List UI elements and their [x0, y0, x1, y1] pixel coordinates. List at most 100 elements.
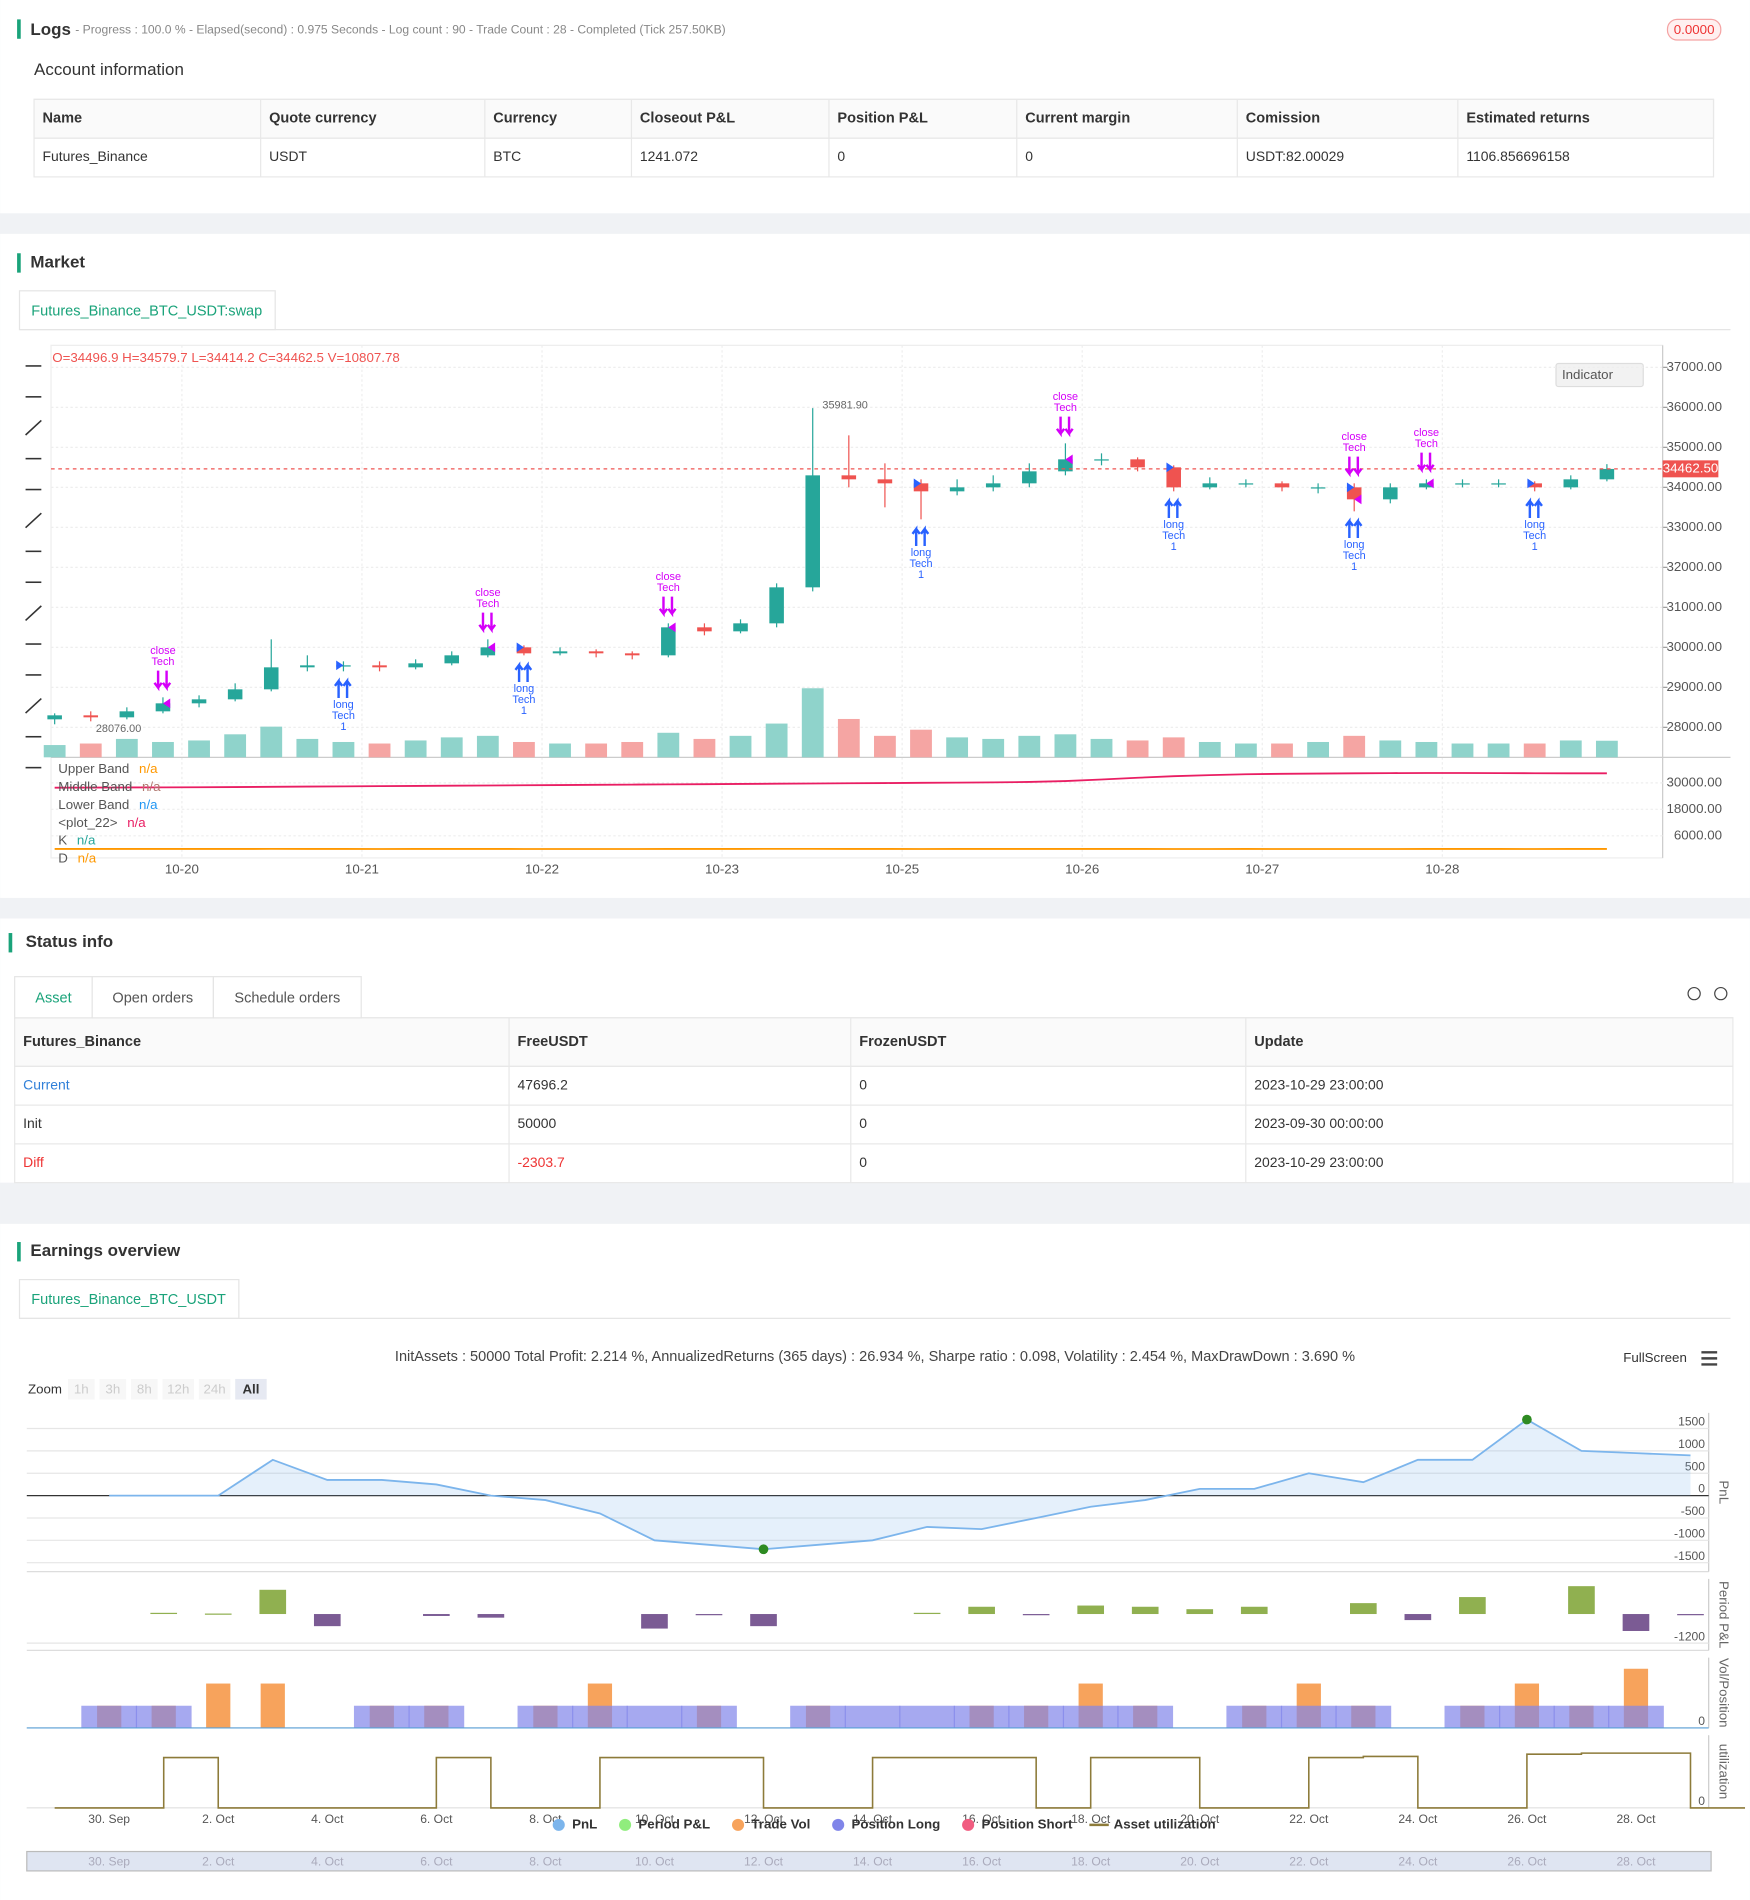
y-tick-label: -1000	[1674, 1526, 1705, 1540]
volume-bar	[79, 743, 102, 758]
fullscreen-button[interactable]: FullScreen	[1623, 1350, 1687, 1365]
vol-bar	[790, 1705, 846, 1728]
legend-name: D	[58, 851, 68, 866]
legend-item[interactable]: Position Short	[981, 1816, 1073, 1831]
table-cell: 2023-10-29 23:00:00	[1254, 1154, 1384, 1170]
tab[interactable]	[91, 976, 214, 1019]
extreme-marker	[1522, 1414, 1532, 1425]
zoom-button-label[interactable]: 3h	[105, 1381, 120, 1396]
candle-body	[191, 699, 207, 704]
volume-bar	[1523, 743, 1546, 758]
legend-symbol[interactable]	[731, 1818, 745, 1831]
period-bar	[968, 1606, 995, 1615]
legend-symbol[interactable]	[619, 1818, 632, 1831]
zoom-button[interactable]	[198, 1378, 231, 1400]
volume-bar	[729, 735, 752, 758]
legend-symbol[interactable]	[832, 1818, 845, 1831]
tab[interactable]	[212, 976, 362, 1019]
tab[interactable]	[14, 976, 93, 1019]
signal-label: 1	[340, 721, 346, 733]
column-header: Currency	[493, 111, 557, 127]
tab-label[interactable]: Futures_Binance_BTC_USDT	[31, 1292, 226, 1308]
period-bar	[913, 1612, 941, 1615]
zoom-button[interactable]	[235, 1378, 267, 1400]
zoom-button[interactable]	[99, 1378, 127, 1400]
candle-body	[227, 689, 243, 700]
signal-label: Tech	[1343, 442, 1366, 454]
zoom-button-label[interactable]: 8h	[137, 1381, 152, 1396]
volume-bar	[1307, 741, 1330, 758]
candle-body	[83, 715, 99, 718]
column-header: Closeout P&L	[640, 111, 735, 127]
menu-icon[interactable]	[1701, 1351, 1718, 1366]
tool-icon[interactable]	[25, 512, 42, 529]
candle-body	[300, 665, 315, 668]
tab[interactable]	[18, 290, 276, 331]
legend-symbol[interactable]	[552, 1818, 565, 1831]
candle-body	[119, 711, 135, 718]
extreme-marker	[758, 1544, 769, 1555]
candle-body	[661, 627, 676, 656]
tab-label[interactable]: Asset	[35, 990, 71, 1006]
y-tick-label: 29000.00	[1666, 679, 1722, 694]
indicator-button-label[interactable]: Indicator	[1562, 367, 1614, 382]
zoom-button[interactable]	[67, 1378, 95, 1400]
table-cell: 0	[859, 1115, 867, 1131]
legend-symbol[interactable]	[962, 1818, 975, 1831]
legend-item[interactable]: Period P&L	[638, 1816, 710, 1831]
tool-icon[interactable]	[25, 419, 42, 436]
column-header: Update	[1254, 1034, 1303, 1050]
indicator-button[interactable]	[1555, 362, 1644, 388]
tab-label[interactable]: Schedule orders	[234, 990, 340, 1006]
candle-body	[1491, 483, 1506, 485]
tool-icon[interactable]	[25, 697, 42, 714]
legend-item[interactable]: Position Long	[852, 1816, 941, 1831]
tab-label[interactable]: Open orders	[112, 990, 193, 1006]
signal-label: close	[1414, 427, 1439, 439]
candle-body	[1274, 483, 1290, 488]
signal-label: close	[475, 587, 500, 599]
volume-bar	[657, 732, 680, 758]
close-arrow	[658, 596, 677, 618]
exit-marker	[1065, 454, 1073, 465]
table-cell: Current	[23, 1076, 70, 1092]
zoom-button[interactable]	[130, 1378, 158, 1400]
navigator[interactable]	[26, 1850, 1712, 1872]
legend-item[interactable]: PnL	[572, 1816, 597, 1831]
legend-item[interactable]: Asset utilization	[1114, 1816, 1216, 1831]
volume-bar	[1559, 740, 1582, 758]
zoom-button-label[interactable]: 12h	[167, 1381, 189, 1396]
column-header: Quote currency	[269, 111, 376, 127]
candle-body	[1563, 479, 1579, 488]
zoom-button-label[interactable]: 1h	[74, 1381, 89, 1396]
tool-icon[interactable]	[25, 605, 42, 621]
legend-item[interactable]: Trade Vol	[751, 1816, 810, 1831]
legend-value: n/a	[77, 833, 96, 848]
long-arrow	[514, 661, 533, 682]
signal-label: Tech	[1523, 530, 1546, 542]
signal-label: Tech	[476, 598, 499, 610]
axis-title: utilization	[1717, 1744, 1732, 1799]
tab[interactable]	[18, 1278, 240, 1319]
x-tick-label: 10-22	[525, 862, 559, 877]
zoom-button-label[interactable]: All	[242, 1381, 259, 1396]
volume-bar	[621, 741, 644, 758]
x-tick-label: 10-21	[345, 862, 379, 877]
badge-text: 0.0000	[1674, 22, 1715, 37]
period-bar	[423, 1614, 450, 1616]
settings-icon[interactable]	[1714, 986, 1728, 1001]
vol-bar	[1280, 1705, 1337, 1728]
vol-bar	[953, 1705, 1010, 1728]
volume-bar	[224, 734, 247, 758]
entry-marker	[1346, 482, 1355, 493]
tab-label[interactable]: Futures_Binance_BTC_USDT:swap	[31, 303, 262, 319]
cloud-icon[interactable]	[1687, 986, 1701, 1001]
zoom-button[interactable]	[162, 1378, 195, 1400]
exit-marker	[1354, 494, 1362, 505]
candle-body	[1058, 459, 1073, 472]
zoom-button-label[interactable]: 24h	[203, 1381, 225, 1396]
vol-bar	[81, 1705, 138, 1728]
vol-bar	[844, 1705, 901, 1728]
signal-label: 1	[1171, 541, 1177, 553]
